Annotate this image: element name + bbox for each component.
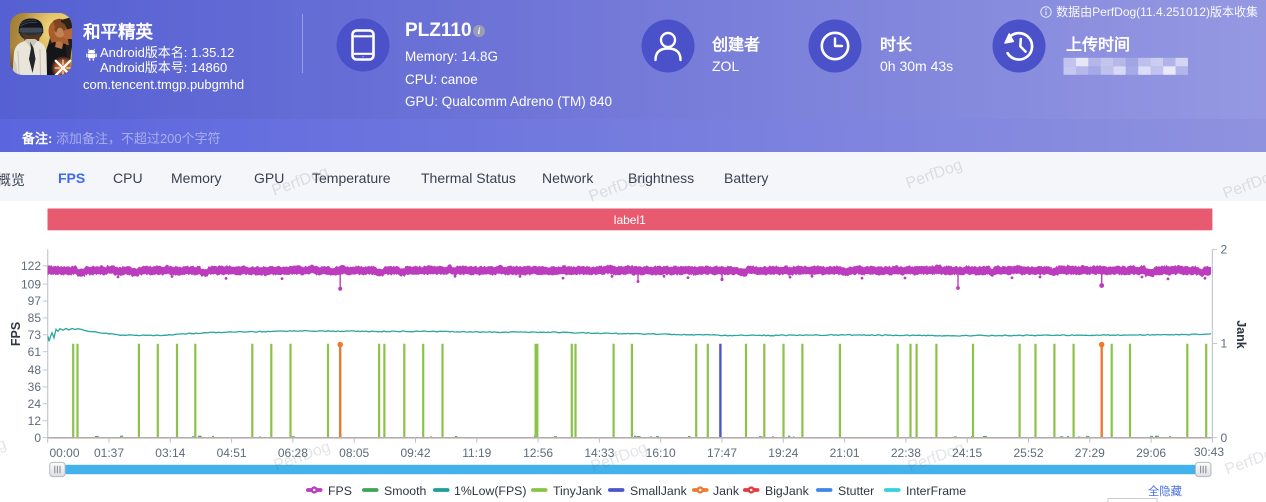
- svg-text:73: 73: [28, 328, 42, 342]
- svg-text:SmallJank: SmallJank: [630, 484, 688, 498]
- svg-text:TinyJank: TinyJank: [553, 484, 603, 498]
- svg-text:14:33: 14:33: [584, 446, 614, 460]
- svg-text:00:00: 00:00: [50, 446, 80, 460]
- svg-text:12: 12: [28, 414, 42, 428]
- svg-text:1: 1: [1221, 337, 1228, 351]
- svg-text:48: 48: [28, 363, 42, 377]
- svg-text:08:05: 08:05: [339, 446, 369, 460]
- svg-text:25:52: 25:52: [1013, 446, 1043, 460]
- svg-text:24: 24: [28, 397, 42, 411]
- svg-text:06:28: 06:28: [278, 446, 308, 460]
- svg-text:全隐藏: 全隐藏: [1148, 484, 1182, 498]
- svg-text:Jank: Jank: [1234, 320, 1248, 349]
- svg-text:InterFrame: InterFrame: [906, 484, 966, 498]
- svg-text:29:06: 29:06: [1136, 446, 1166, 460]
- svg-text:122: 122: [21, 259, 41, 273]
- svg-text:0: 0: [34, 431, 41, 445]
- svg-text:03:14: 03:14: [155, 446, 185, 460]
- svg-text:2: 2: [1221, 243, 1228, 257]
- svg-text:97: 97: [28, 294, 42, 308]
- svg-text:27:29: 27:29: [1075, 446, 1105, 460]
- svg-text:17:47: 17:47: [707, 446, 737, 460]
- svg-text:01:37: 01:37: [94, 446, 124, 460]
- svg-text:BigJank: BigJank: [765, 484, 810, 498]
- svg-text:1%Low(FPS): 1%Low(FPS): [454, 484, 526, 498]
- svg-text:0: 0: [1221, 431, 1228, 445]
- svg-text:Jank: Jank: [713, 484, 740, 498]
- svg-text:09:42: 09:42: [400, 446, 430, 460]
- svg-text:label1: label1: [614, 213, 646, 227]
- svg-text:19:24: 19:24: [768, 446, 798, 460]
- svg-text:FPS: FPS: [9, 322, 23, 346]
- svg-text:16:10: 16:10: [646, 446, 676, 460]
- svg-text:12:56: 12:56: [523, 446, 553, 460]
- svg-text:i: i: [478, 26, 481, 36]
- svg-text:22:38: 22:38: [891, 446, 921, 460]
- svg-text:Smooth: Smooth: [384, 484, 427, 498]
- svg-text:61: 61: [28, 345, 42, 359]
- svg-text:85: 85: [28, 311, 42, 325]
- svg-text:Stutter: Stutter: [838, 484, 874, 498]
- svg-text:FPS: FPS: [328, 484, 352, 498]
- svg-text:24:15: 24:15: [952, 446, 982, 460]
- svg-text:36: 36: [28, 380, 42, 394]
- svg-text:30:43: 30:43: [1194, 445, 1224, 459]
- svg-text:109: 109: [21, 277, 41, 291]
- svg-text:21:01: 21:01: [830, 446, 860, 460]
- svg-text:11:19: 11:19: [462, 446, 491, 460]
- svg-text:04:51: 04:51: [217, 446, 247, 460]
